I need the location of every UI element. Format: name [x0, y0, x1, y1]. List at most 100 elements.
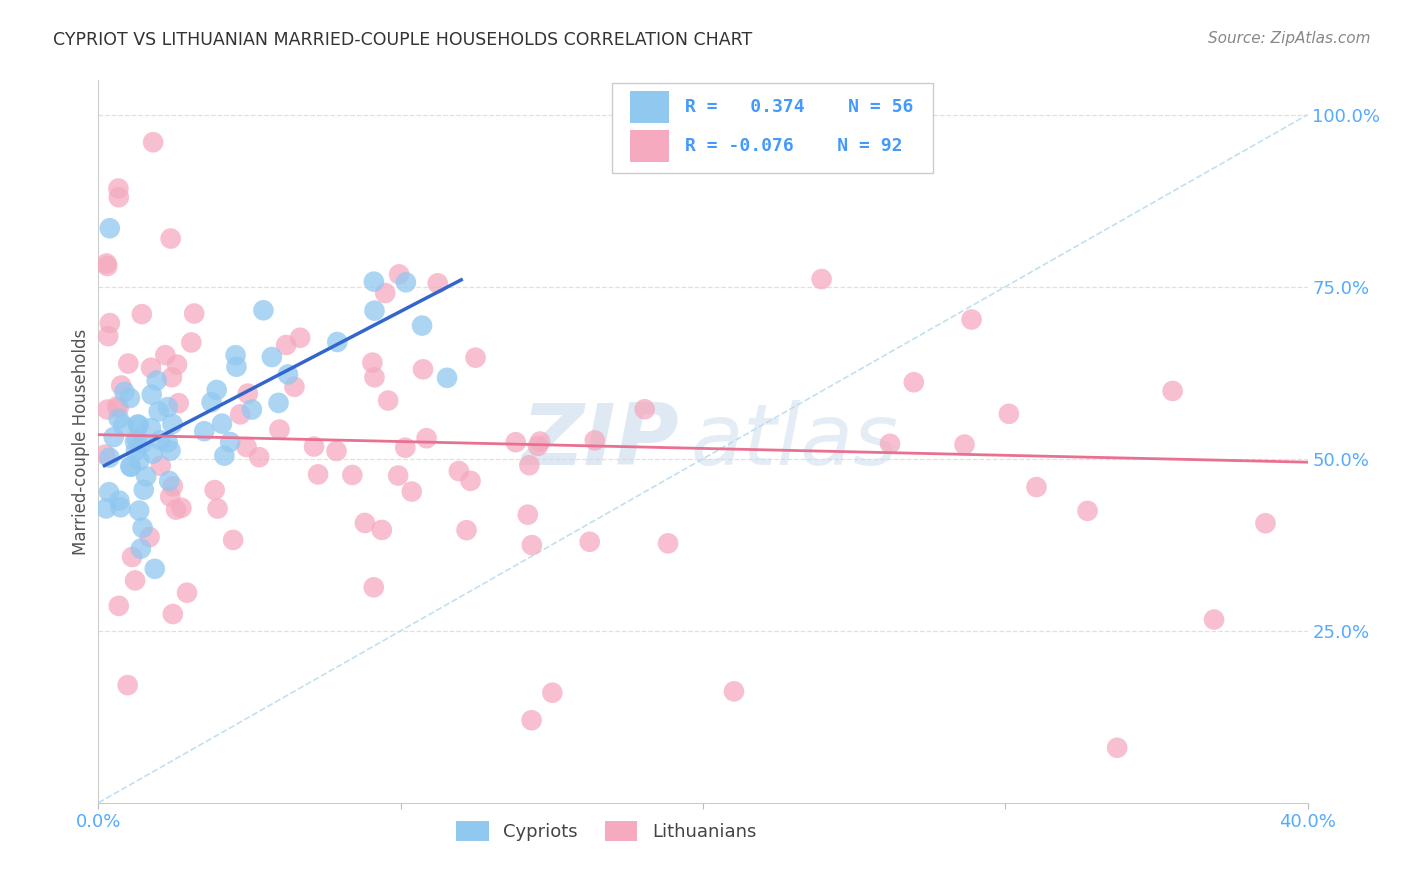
Point [1025, 480, 1047, 494]
Point [110, 378, 132, 392]
Point [505, 435, 527, 450]
Point [214, 449, 236, 463]
Point [342, 468, 364, 483]
Point [120, 459, 142, 474]
Point [211, 417, 233, 431]
Point [96, 259, 118, 273]
Point [170, 500, 193, 515]
Legend: Cypriots, Lithuanians: Cypriots, Lithuanians [449, 814, 763, 848]
Point [225, 359, 247, 374]
Point [374, 286, 396, 301]
Point [124, 574, 146, 588]
Point [183, 306, 205, 320]
Point [108, 493, 131, 508]
Point [120, 459, 142, 474]
Point [415, 431, 437, 445]
Bar [630, 129, 669, 161]
Point [117, 357, 139, 371]
Point [105, 400, 128, 414]
Point [363, 303, 385, 318]
Point [160, 370, 183, 384]
Point [222, 533, 245, 547]
Point [156, 400, 179, 414]
Point [903, 375, 925, 389]
Point [456, 523, 478, 537]
Point [94, 448, 117, 462]
Point [302, 440, 325, 454]
Point [138, 530, 160, 544]
Point [139, 360, 162, 375]
Point [252, 303, 274, 318]
Point [225, 348, 247, 362]
Point [260, 350, 283, 364]
Point [219, 435, 242, 450]
Point [132, 483, 155, 497]
Point [464, 351, 486, 365]
Point [125, 444, 148, 458]
Point [354, 516, 377, 530]
Point [401, 484, 423, 499]
Point [395, 275, 418, 289]
Point [162, 479, 184, 493]
Point [953, 437, 976, 451]
Point [128, 453, 150, 467]
Point [267, 396, 290, 410]
Point [149, 434, 172, 448]
Point [128, 503, 150, 517]
Point [142, 135, 165, 149]
Point [98, 450, 121, 465]
Point [426, 277, 449, 291]
Point [1161, 384, 1184, 398]
Point [960, 312, 983, 326]
Text: Source: ZipAtlas.com: Source: ZipAtlas.com [1208, 31, 1371, 46]
Point [1107, 740, 1129, 755]
Point [107, 599, 129, 613]
Point [288, 331, 311, 345]
Text: R = -0.076    N = 92: R = -0.076 N = 92 [685, 136, 903, 154]
Point [520, 538, 543, 552]
Point [363, 275, 385, 289]
Point [129, 541, 152, 556]
Point [204, 483, 226, 497]
Point [131, 436, 153, 450]
Point [200, 395, 222, 409]
Point [166, 358, 188, 372]
Point [128, 417, 150, 432]
Point [131, 307, 153, 321]
Point [277, 368, 299, 382]
Point [529, 434, 551, 449]
Point [810, 272, 832, 286]
Point [141, 387, 163, 401]
Point [157, 474, 180, 488]
Point [176, 585, 198, 599]
Point [127, 417, 149, 432]
Point [1202, 613, 1225, 627]
Point [247, 450, 270, 465]
Point [634, 402, 657, 417]
Point [1077, 504, 1099, 518]
Text: CYPRIOT VS LITHUANIAN MARRIED-COUPLE HOUSEHOLDS CORRELATION CHART: CYPRIOT VS LITHUANIAN MARRIED-COUPLE HOU… [53, 31, 752, 49]
Point [447, 464, 470, 478]
Point [229, 408, 252, 422]
Point [118, 391, 141, 405]
Point [125, 432, 148, 446]
Point [411, 318, 433, 333]
Point [879, 437, 901, 451]
Point [142, 447, 165, 461]
Point [541, 686, 564, 700]
Point [149, 458, 172, 473]
Point [412, 362, 434, 376]
Point [377, 393, 399, 408]
Point [276, 338, 298, 352]
Point [363, 580, 385, 594]
Point [325, 444, 347, 458]
Point [527, 439, 550, 453]
Point [326, 334, 349, 349]
Point [283, 380, 305, 394]
FancyBboxPatch shape [613, 83, 932, 173]
Point [143, 562, 166, 576]
Point [124, 434, 146, 449]
Point [657, 536, 679, 550]
Point [269, 423, 291, 437]
Point [98, 316, 121, 330]
